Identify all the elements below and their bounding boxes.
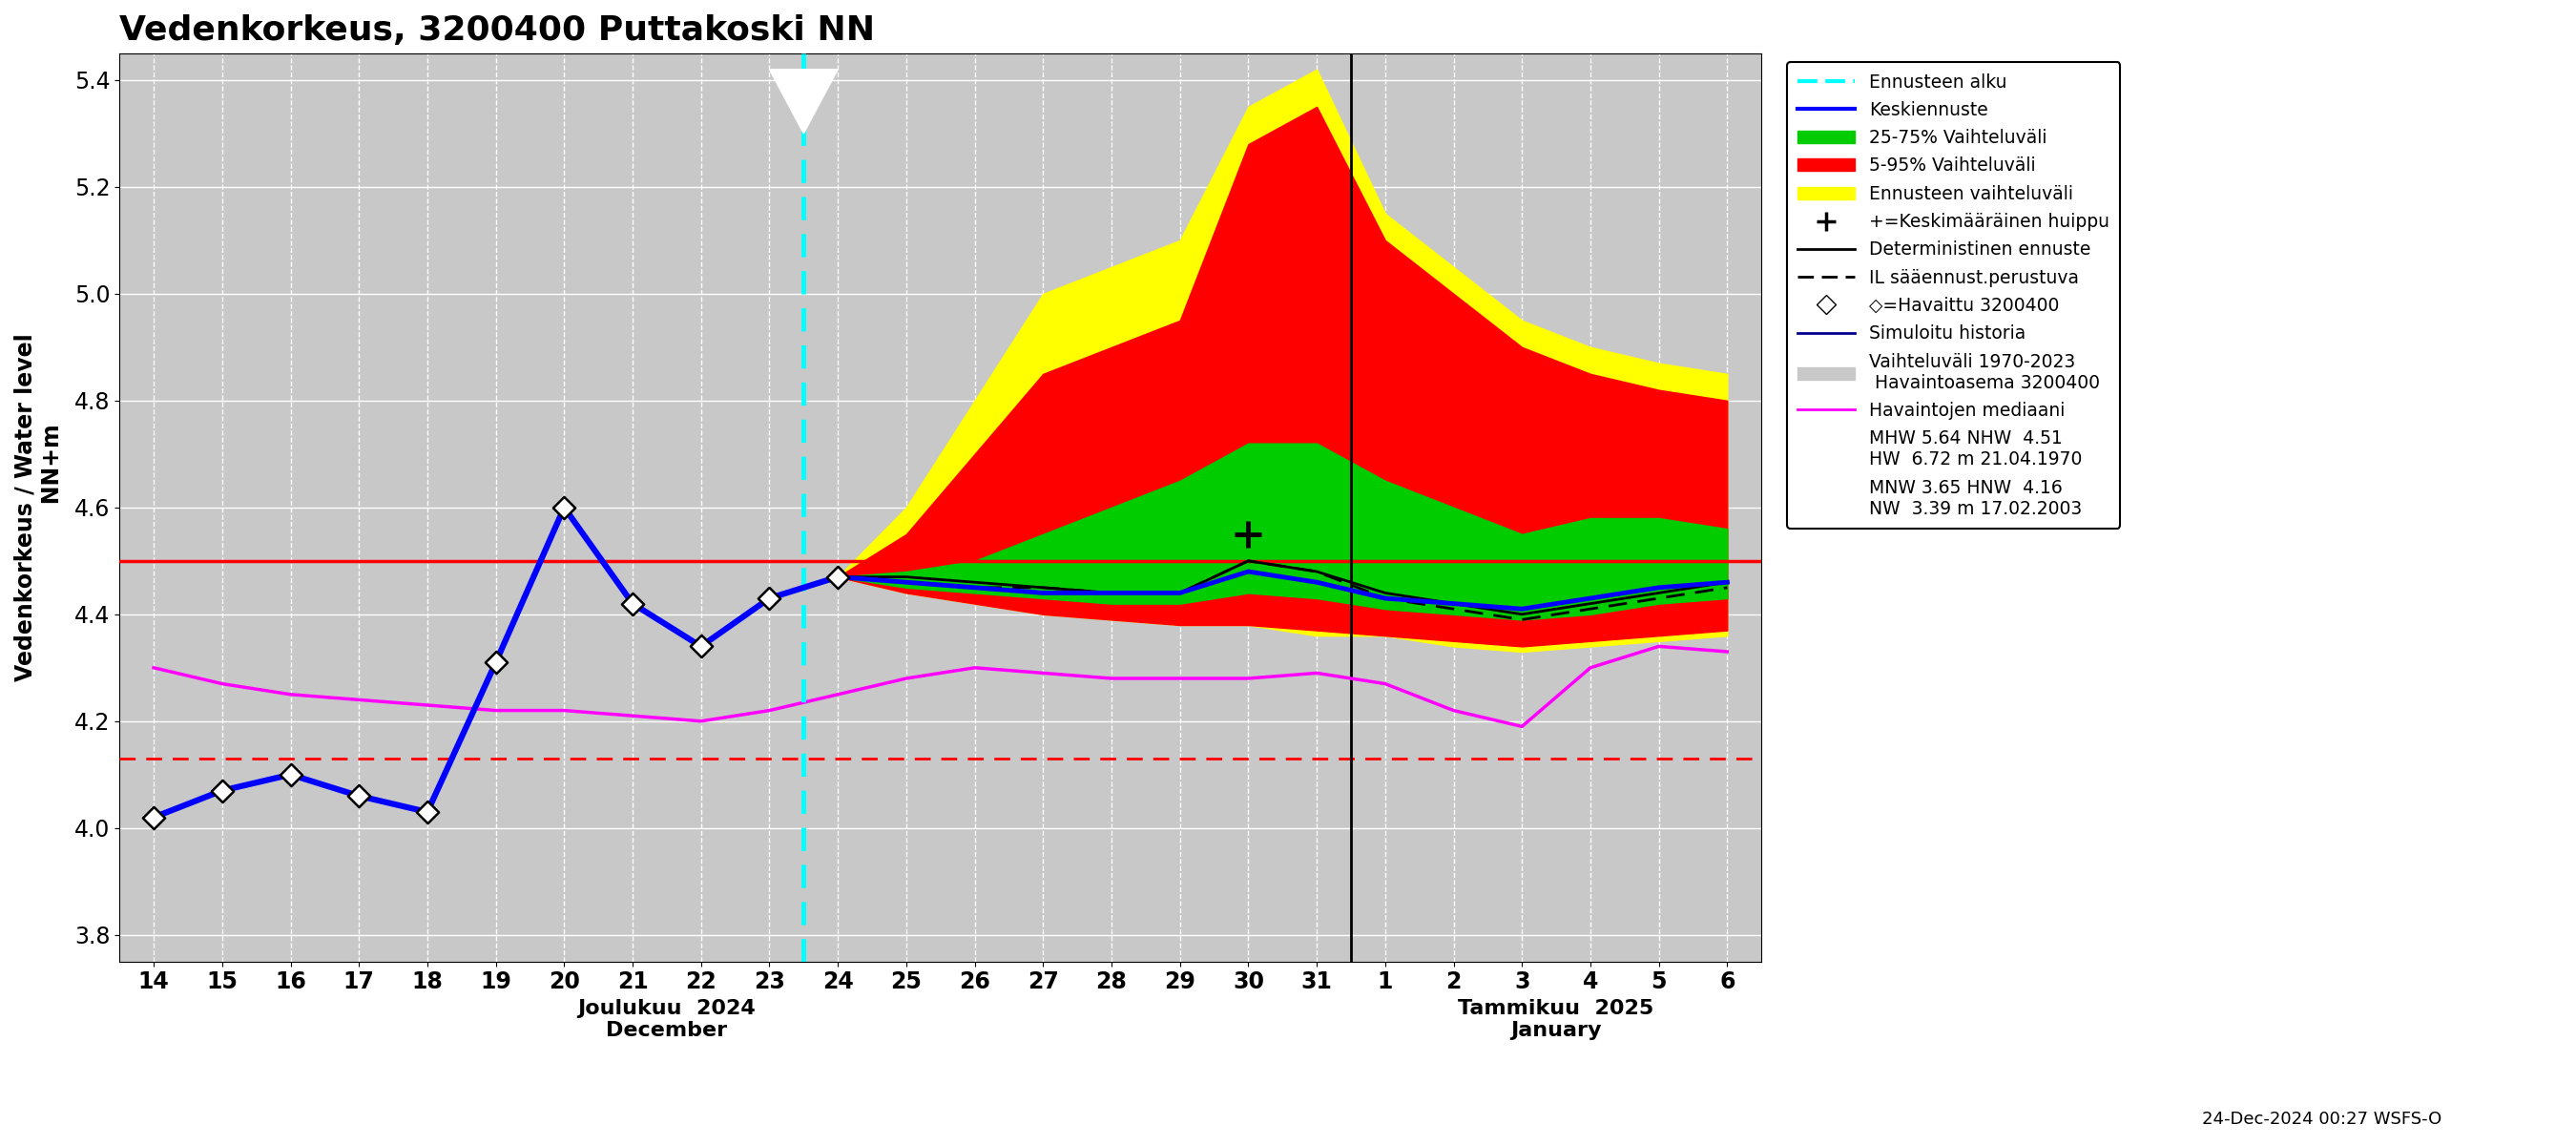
Point bbox=[474, 653, 515, 671]
Point bbox=[134, 808, 175, 827]
Point bbox=[270, 765, 312, 783]
Text: Vedenkorkeus, 3200400 Puttakoski NN: Vedenkorkeus, 3200400 Puttakoski NN bbox=[118, 14, 876, 47]
Point bbox=[817, 568, 858, 586]
Point bbox=[613, 594, 654, 613]
Point bbox=[201, 781, 242, 799]
Point bbox=[407, 803, 448, 821]
Point bbox=[750, 590, 791, 608]
Point bbox=[544, 498, 585, 516]
Text: 24-Dec-2024 00:27 WSFS-O: 24-Dec-2024 00:27 WSFS-O bbox=[2202, 1111, 2442, 1128]
Point bbox=[680, 638, 721, 656]
Polygon shape bbox=[770, 70, 837, 134]
Point bbox=[337, 787, 379, 805]
Text: Joulukuu  2024
December: Joulukuu 2024 December bbox=[577, 998, 755, 1040]
Text: Tammikuu  2025
January: Tammikuu 2025 January bbox=[1458, 998, 1654, 1040]
Legend: Ennusteen alku, Keskiennuste, 25-75% Vaihteluväli, 5-95% Vaihteluväli, Ennusteen: Ennusteen alku, Keskiennuste, 25-75% Vai… bbox=[1788, 62, 2120, 529]
Y-axis label: Vedenkorkeus / Water level
           NN+m: Vedenkorkeus / Water level NN+m bbox=[15, 333, 64, 681]
